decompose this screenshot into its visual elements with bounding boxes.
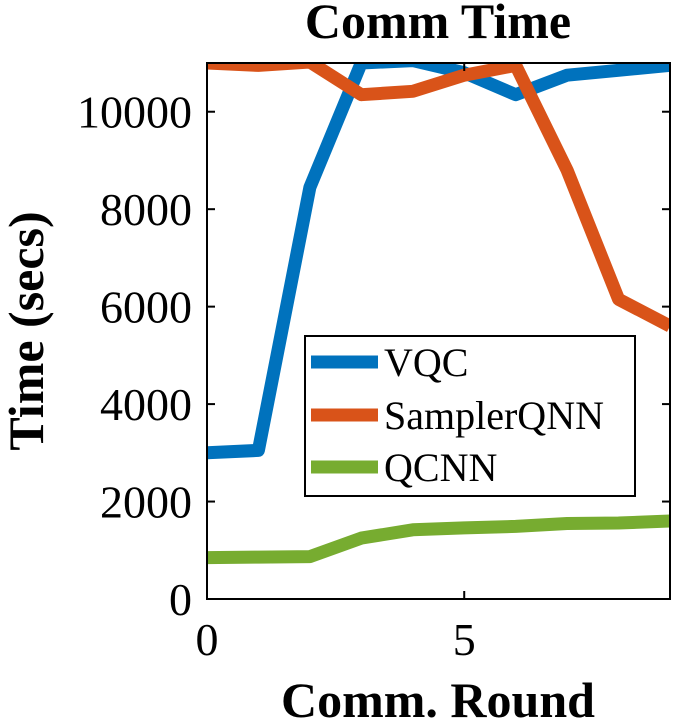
tick-layer: 0 2000 4000 6000 8000 10000 0 5 xyxy=(77,63,670,665)
y-tick-label: 8000 xyxy=(100,184,192,235)
y-tick-label: 6000 xyxy=(100,282,192,333)
x-tick-label: 5 xyxy=(453,614,476,665)
series-line-samplerqnn xyxy=(207,63,670,332)
legend-label-vqc: VQC xyxy=(384,340,468,385)
legend: VQC SamplerQNN QCNN xyxy=(304,335,636,497)
x-axis-label: Comm. Round xyxy=(281,672,595,724)
y-axis-label: Time (secs) xyxy=(0,211,54,450)
axes-box xyxy=(206,62,671,600)
y-tick-label: 4000 xyxy=(100,379,192,430)
legend-label-samplerqnn: SamplerQNN xyxy=(384,393,604,438)
y-tick-label: 2000 xyxy=(100,477,192,528)
legend-label-qcnn: QCNN xyxy=(384,445,497,490)
series-line-vqc xyxy=(207,63,670,460)
series-line-qcnn xyxy=(207,514,670,565)
legend-entries: VQC SamplerQNN QCNN xyxy=(311,340,604,490)
y-tick-label: 0 xyxy=(169,574,192,625)
y-tick-label: 10000 xyxy=(77,87,192,138)
x-tick-label: 0 xyxy=(196,614,219,665)
chart-title: Comm Time xyxy=(305,0,571,49)
